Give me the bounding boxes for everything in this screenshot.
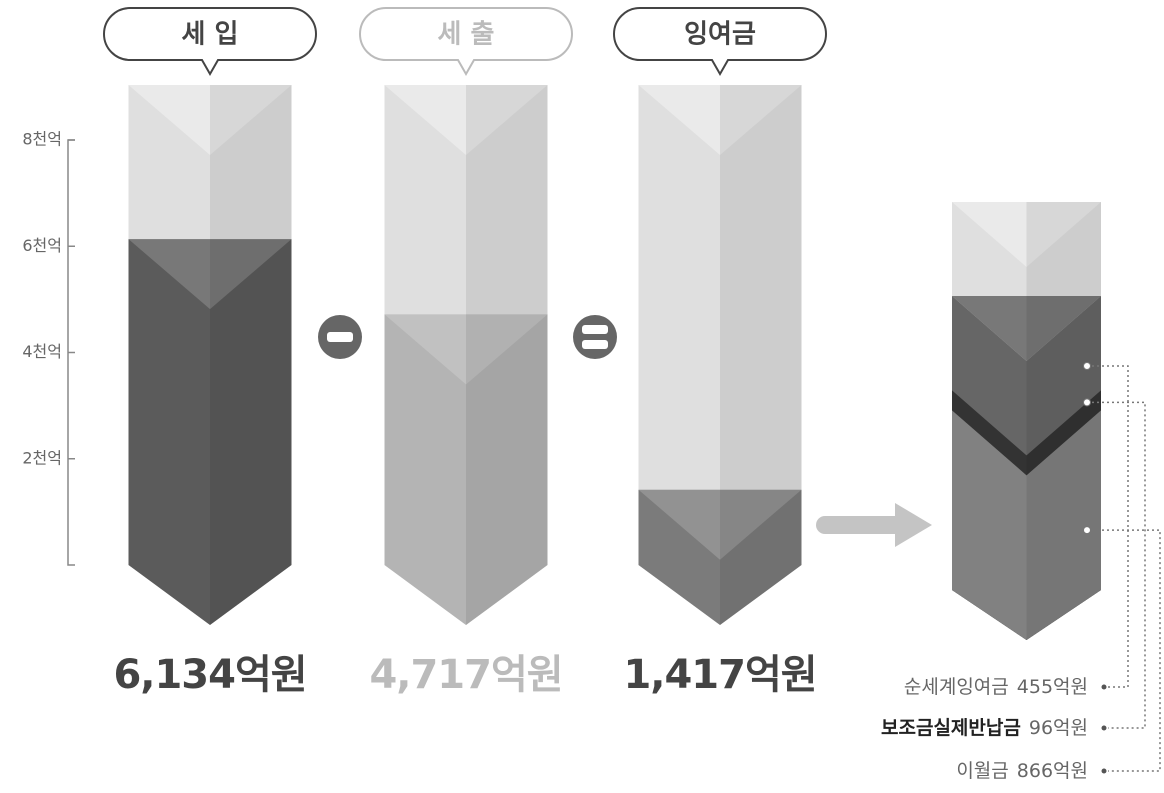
equals-sign [573,315,617,359]
legend-name: 보조금실제반납금 [881,717,1021,739]
callout-dot [1084,527,1091,534]
legend-name: 이월금 [956,760,1008,782]
header-label: 잉여금 [684,20,756,50]
column-shade [720,85,802,625]
legend-name: 순세계잉여금 [904,676,1009,698]
minus-sign [318,315,362,359]
value-label: 4,717억원 [369,652,562,698]
legend-value: 455억원 [1017,676,1088,698]
arrow [825,503,932,547]
legend-value: 866억원 [1017,760,1088,782]
header-label: 세 입 [182,20,239,50]
column-shade [210,85,292,625]
legend-dot [1102,769,1107,774]
column-shade [466,85,548,625]
legend-entry: 이월금 866억원 [956,760,1088,782]
y-tick-label: 6천억 [22,236,62,255]
y-tick-label: 2천억 [22,448,62,467]
callout-line [1092,530,1160,771]
value-label: 6,134억원 [113,652,306,698]
y-tick-label: 4천억 [22,342,62,361]
header-label: 세 출 [438,20,495,50]
legend-dot [1102,685,1107,690]
legend-value: 96억원 [1029,717,1088,739]
legend-dot [1102,726,1107,731]
value-label: 1,417억원 [623,652,816,698]
y-tick-label: 8천억 [22,130,62,149]
infographic: 2천억 4천억 6천억 8천억 세 입 6,134억원 세 출 4,717억원 잉여금 1,417… [0,0,1164,789]
legend-entry: 순세계잉여금 455억원 [904,676,1088,698]
column-shade [1027,202,1102,640]
legend-entry: 보조금실제반납금 96억원 [881,717,1088,739]
callout-dot [1084,399,1091,406]
callout-dot [1084,362,1091,369]
